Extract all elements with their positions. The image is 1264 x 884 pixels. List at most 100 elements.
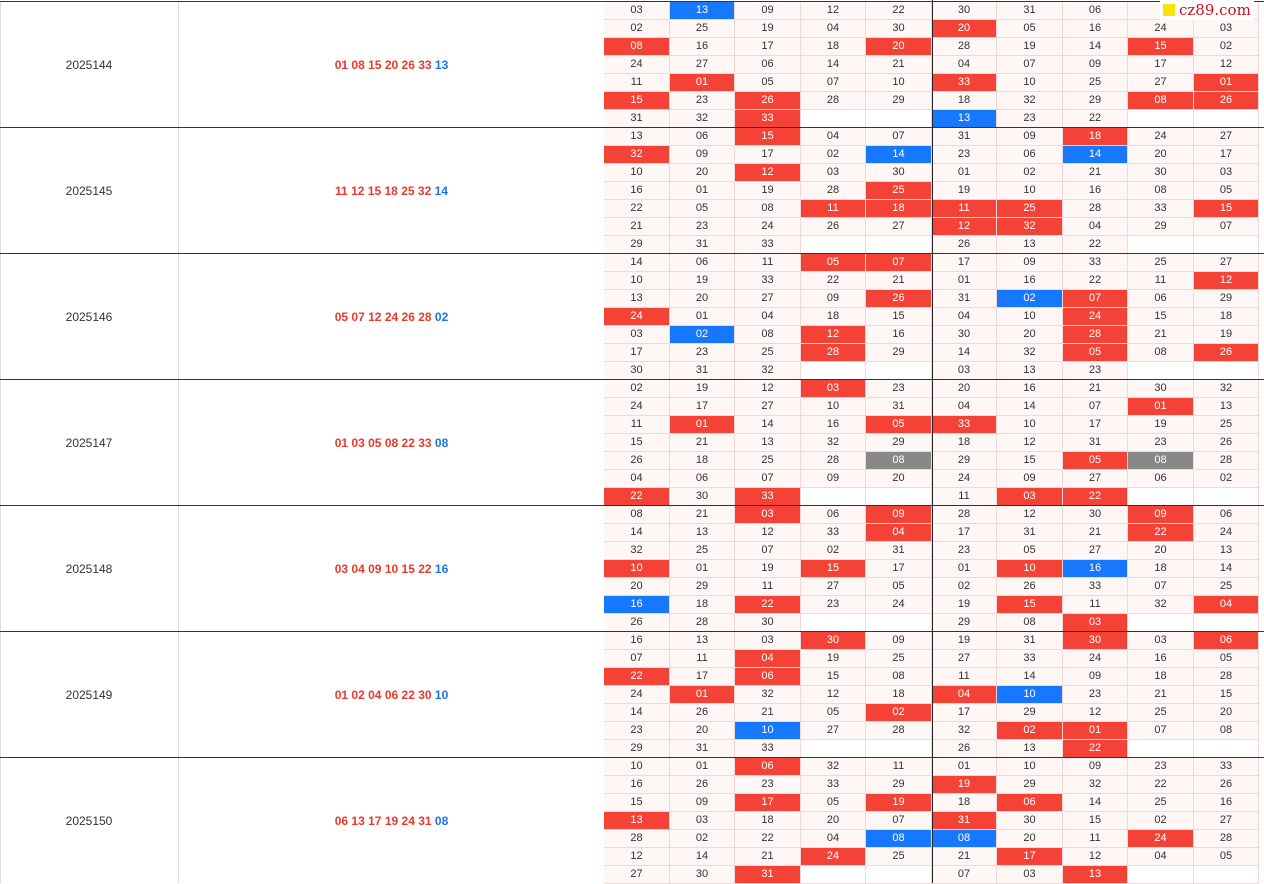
grid-cell: 06 <box>1128 290 1194 308</box>
grid-cell: 09 <box>1128 506 1194 524</box>
column-separator <box>0 506 1 631</box>
grid-cell: 26 <box>932 740 997 758</box>
grid-cell <box>801 740 866 758</box>
grid-cell: 28 <box>604 830 670 848</box>
grid-cell: 04 <box>1128 848 1194 866</box>
period-block: 2025144 01 08 15 20 26 33 13 03 13 09 12 22 30 3… <box>0 1 1264 128</box>
grid-cell: 12 <box>1194 56 1259 74</box>
grid-cell: 10 <box>735 722 801 740</box>
grid-cell: 22 <box>1063 110 1128 128</box>
grid-cell: 25 <box>1128 254 1194 272</box>
red-ball-number: 28 <box>418 310 432 324</box>
grid-cell: 13 <box>604 290 670 308</box>
grid-cell: 14 <box>997 668 1063 686</box>
period-block: 2025145 11 12 15 18 25 32 14 13 06 15 04 07 31 0… <box>0 127 1264 254</box>
grid-cell: 24 <box>866 596 932 614</box>
grid-cell: 25 <box>1063 74 1128 92</box>
grid-cell: 23 <box>932 542 997 560</box>
grid-cell: 16 <box>604 776 670 794</box>
grid-cell: 28 <box>866 722 932 740</box>
grid-cell: 33 <box>1063 578 1128 596</box>
grid-cell: 29 <box>866 344 932 362</box>
grid-cell: 26 <box>866 290 932 308</box>
grid-cell: 29 <box>604 236 670 254</box>
period-block: 2025147 01 03 05 08 22 33 08 02 19 12 03 23 20 1… <box>0 379 1264 506</box>
grid-cell: 05 <box>866 416 932 434</box>
grid-cell: 03 <box>1194 20 1259 38</box>
blue-ball-number: 16 <box>434 562 449 576</box>
blue-ball-number: 08 <box>434 436 449 450</box>
grid-cell: 21 <box>735 704 801 722</box>
grid-cell: 01 <box>670 308 735 326</box>
grid-cell: 19 <box>670 380 735 398</box>
grid-cell: 17 <box>932 254 997 272</box>
grid-cell: 07 <box>1128 578 1194 596</box>
grid-cell: 21 <box>1128 686 1194 704</box>
grid-cell: 29 <box>997 776 1063 794</box>
red-ball-number: 06 <box>384 688 399 702</box>
grid-cell: 11 <box>932 488 997 506</box>
grid-cell: 04 <box>932 308 997 326</box>
grid-cell: 30 <box>866 20 932 38</box>
grid-cell: 07 <box>735 470 801 488</box>
grid-cell: 05 <box>997 20 1063 38</box>
grid-cell: 20 <box>670 290 735 308</box>
grid-cell: 12 <box>801 326 866 344</box>
grid-cell: 32 <box>997 218 1063 236</box>
site-logo[interactable]: cz89.com <box>1160 0 1254 20</box>
grid-cell <box>801 488 866 506</box>
grid-cell: 16 <box>670 38 735 56</box>
grid-cell: 31 <box>997 632 1063 650</box>
grid-cell: 14 <box>1063 38 1128 56</box>
grid-cell: 22 <box>604 668 670 686</box>
grid-cell: 06 <box>997 146 1063 164</box>
grid-cell: 19 <box>1194 326 1259 344</box>
grid-cell: 15 <box>604 434 670 452</box>
grid-cell: 27 <box>801 578 866 596</box>
grid-cell: 15 <box>735 128 801 146</box>
grid-cell: 04 <box>801 128 866 146</box>
grid-cell: 16 <box>1063 182 1128 200</box>
period-block: 2025146 05 07 12 24 26 28 02 14 06 11 05 07 17 0… <box>0 253 1264 380</box>
grid-cell: 23 <box>735 776 801 794</box>
grid-cell: 14 <box>735 416 801 434</box>
grid-cell: 25 <box>997 200 1063 218</box>
grid-cell: 01 <box>670 560 735 578</box>
red-ball-number: 01 <box>334 58 349 72</box>
red-ball-number: 11 <box>335 184 348 198</box>
grid-cell: 14 <box>1194 560 1259 578</box>
draw-numbers: 01 02 04 06 22 30 10 <box>179 688 604 702</box>
grid-cell: 12 <box>735 524 801 542</box>
red-ball-number: 10 <box>384 562 399 576</box>
grid-cell: 03 <box>1128 632 1194 650</box>
grid-cell: 08 <box>997 614 1063 632</box>
grid-cell: 32 <box>735 362 801 380</box>
grid-cell: 32 <box>1063 776 1128 794</box>
grid-cell: 30 <box>932 326 997 344</box>
red-ball-number: 26 <box>401 58 415 72</box>
grid-cell: 23 <box>670 218 735 236</box>
grid-cell: 22 <box>735 596 801 614</box>
grid-cell: 30 <box>735 614 801 632</box>
grid-cell: 05 <box>735 74 801 92</box>
grid-cell: 18 <box>735 812 801 830</box>
grid-cell: 04 <box>801 20 866 38</box>
red-ball-number: 12 <box>351 184 365 198</box>
grid-cell <box>866 236 932 254</box>
grid-cell: 14 <box>1063 146 1128 164</box>
grid-cell: 02 <box>997 722 1063 740</box>
grid-cell: 03 <box>604 326 670 344</box>
grid-cell: 05 <box>670 200 735 218</box>
grid-cell: 02 <box>1194 38 1259 56</box>
grid-cell: 14 <box>1063 794 1128 812</box>
grid-cell: 32 <box>801 434 866 452</box>
grid-cell: 15 <box>1063 812 1128 830</box>
grid-cell: 32 <box>997 344 1063 362</box>
grid-cell: 03 <box>801 380 866 398</box>
grid-cell: 17 <box>670 668 735 686</box>
grid-cell: 16 <box>1063 560 1128 578</box>
red-ball-number: 07 <box>351 310 365 324</box>
grid-cell: 20 <box>932 380 997 398</box>
grid-cell: 13 <box>604 128 670 146</box>
grid-cell: 25 <box>1128 794 1194 812</box>
